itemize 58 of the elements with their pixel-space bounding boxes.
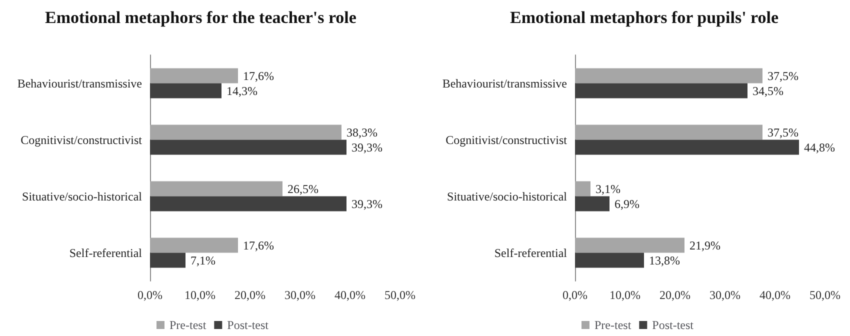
bar [150, 238, 238, 253]
bar [575, 252, 644, 268]
bar [150, 181, 282, 196]
x-tick-label: 10,0% [184, 288, 216, 302]
bar [575, 181, 590, 196]
bar [575, 238, 684, 253]
data-label: 7,1% [190, 253, 216, 268]
bar [150, 252, 186, 268]
bar [150, 140, 346, 155]
y-tick-label: Situative/socio-historical [447, 189, 568, 204]
legend-label: Pre-test [170, 318, 207, 332]
legend-label: Post-test [227, 318, 270, 332]
x-tick-label: 50,0% [810, 288, 840, 302]
y-tick-label: Cognitivist/constructivist [20, 132, 143, 147]
legend-label: Pre-test [594, 318, 632, 332]
y-tick-label: Self-referential [494, 246, 568, 260]
bar [150, 124, 342, 140]
x-tick-label: 0,0% [138, 288, 162, 302]
chart-title: Emotional metaphors for pupils' role [510, 8, 780, 27]
chart-title: Emotional metaphors for the teacher's role [45, 8, 357, 27]
data-label: 21,9% [690, 238, 720, 252]
x-tick-label: 30,0% [710, 288, 740, 302]
bar [575, 140, 799, 155]
data-label: 13,8% [649, 253, 680, 268]
bar [575, 83, 748, 98]
data-label: 3,1% [596, 182, 620, 196]
x-tick-label: 40,0% [334, 288, 366, 302]
data-label: 37,5% [768, 125, 798, 140]
legend-label: Post-test [652, 318, 694, 332]
bar [150, 83, 222, 98]
data-label: 38,3% [346, 125, 378, 140]
bar [575, 68, 762, 84]
x-tick-label: 0,0% [562, 288, 588, 302]
data-label: 37,5% [768, 68, 798, 83]
bar [150, 68, 238, 84]
data-label: 39,3% [352, 140, 382, 154]
data-label: 14,3% [226, 84, 258, 98]
y-tick-label: Behaviourist/transmissive [442, 76, 567, 90]
x-tick-label: 50,0% [384, 288, 416, 302]
y-tick-label: Cognitivist/constructivist [446, 132, 568, 147]
data-label: 26,5% [288, 182, 318, 196]
bar [575, 196, 610, 212]
x-tick-label: 30,0% [284, 288, 316, 302]
x-tick-label: 20,0% [234, 288, 266, 302]
data-label: 17,6% [243, 68, 274, 83]
y-tick-label: Behaviourist/transmissive [17, 76, 142, 90]
data-label: 44,8% [804, 140, 835, 154]
y-tick-label: Situative/socio-historical [22, 189, 143, 204]
data-label: 17,6% [243, 238, 274, 252]
bar [150, 196, 346, 212]
data-label: 39,3% [352, 196, 382, 211]
data-label: 6,9% [614, 196, 640, 211]
x-tick-label: 40,0% [760, 288, 790, 302]
x-tick-label: 10,0% [610, 288, 640, 302]
data-label: 34,5% [752, 84, 784, 98]
bar [575, 124, 762, 140]
x-tick-label: 20,0% [660, 288, 690, 302]
y-tick-label: Self-referential [69, 246, 143, 260]
